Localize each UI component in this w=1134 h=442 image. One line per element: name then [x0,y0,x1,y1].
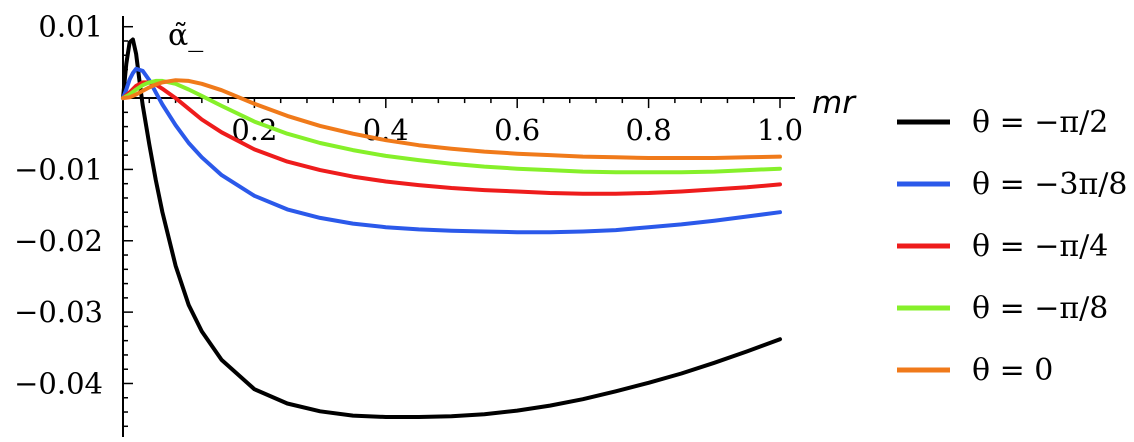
y-tick-label: 0.01 [38,10,103,44]
x-tick-label: 0.6 [494,113,540,147]
axes [122,16,795,437]
series-line-0 [121,37,782,419]
legend-label: θ = −3π/8 [972,167,1127,202]
legend-label: θ = −π/4 [972,229,1108,264]
legend-label: θ = 0 [972,353,1053,388]
y-tick-label: −0.03 [14,295,103,329]
y-tick-label: −0.02 [14,224,103,258]
legend-label: θ = −π/8 [972,291,1108,326]
x-axis-label: mr [812,85,857,121]
series-lines [121,37,782,419]
y-tick-label: −0.04 [14,366,103,400]
series-line-1 [121,66,782,235]
series-line-4 [121,78,782,160]
y-axis-label: α̃_ [168,18,203,53]
legend: θ = −π/2 θ = −3π/8 θ = −π/4 θ = −π/8 θ = 0 [897,105,1127,388]
legend-label: θ = −π/2 [972,105,1108,140]
x-tick-label: 1.0 [757,113,803,147]
axis-ticks: 0.2 0.4 0.6 0.8 1.00.01−0.01−0.02−0.03−0.04 [14,10,803,428]
x-tick-label: 0.8 [626,113,672,147]
series-line-3 [121,78,782,175]
y-tick-label: −0.01 [14,152,103,186]
